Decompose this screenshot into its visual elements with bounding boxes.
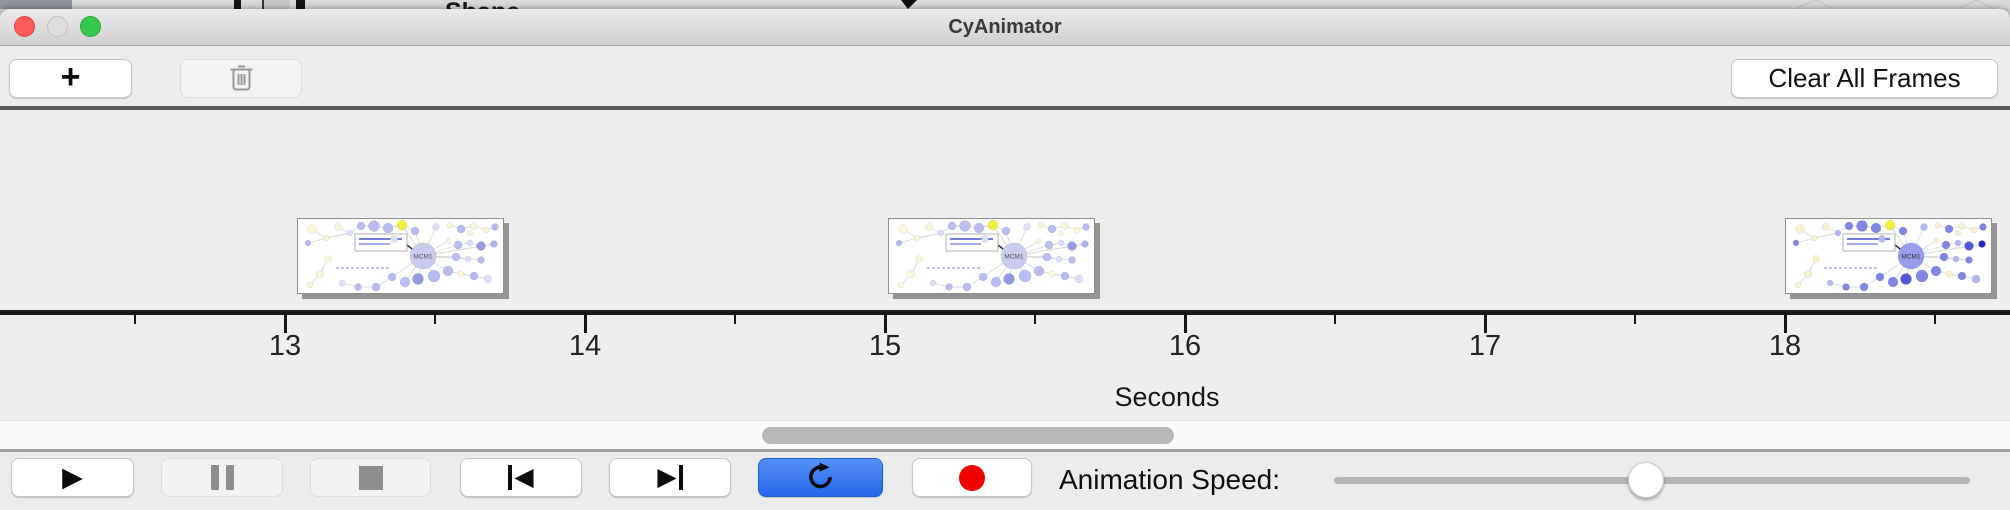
timeline-tick: [1034, 315, 1036, 324]
toolbar-separator: [0, 106, 2010, 110]
background-fragment: [0, 0, 72, 9]
tick-label: 16: [1168, 330, 1202, 362]
stop-icon: [358, 465, 383, 490]
timeline-tick: [1334, 315, 1336, 324]
timeline-tick: [283, 315, 287, 333]
play-icon: ▶: [62, 462, 83, 492]
tick-label: 17: [1468, 330, 1502, 362]
timeline-tick: [734, 315, 736, 324]
clear-all-frames-button[interactable]: Clear All Frames: [1731, 59, 1998, 98]
axis-unit-label: Seconds: [1114, 382, 1220, 412]
pause-button[interactable]: [161, 458, 283, 497]
window-title: CyAnimator: [948, 16, 1062, 38]
frame-thumbnail[interactable]: MCM1: [296, 218, 504, 294]
playback-bar: ▶ ◀ ▶: [0, 452, 2010, 510]
timeline-tick: [434, 315, 436, 324]
cyanimator-window: CyAnimator +: [0, 9, 2010, 510]
background-fragment: [296, 0, 305, 9]
background-fragment: [901, 0, 917, 9]
tick-label: 18: [1768, 330, 1802, 362]
previous-frame-button[interactable]: ◀: [460, 458, 582, 497]
loop-icon: [806, 461, 836, 494]
trash-icon: [228, 63, 255, 95]
zoom-button[interactable]: [80, 16, 101, 37]
tick-label: 12: [0, 330, 25, 363]
timeline-tick: [1634, 315, 1636, 324]
animation-speed-label: Animation Speed:: [1059, 464, 1281, 495]
skip-to-start-icon: ◀: [508, 465, 534, 490]
background-window-title: Shape: [445, 0, 520, 9]
background-fragment: [234, 0, 241, 9]
stop-button[interactable]: [310, 458, 431, 497]
svg-text:MCM1: MCM1: [413, 254, 433, 261]
timeline-panel[interactable]: MCM1 MCM1 MCM1 12 13 14 15 16 17 18 Seconds: [0, 110, 2010, 420]
timeline-tick: [1934, 315, 1936, 324]
timeline-tick: [1483, 315, 1487, 333]
timeline-tick: [134, 315, 136, 324]
panel-divider: [0, 449, 2010, 452]
pause-icon: [207, 465, 237, 490]
timeline-tick: [1183, 315, 1187, 333]
tick-label: 14: [568, 330, 602, 362]
titlebar: CyAnimator: [0, 9, 2010, 46]
plus-icon: +: [60, 58, 81, 96]
background-window-strip: Shape: [0, 0, 2010, 9]
play-button[interactable]: ▶: [11, 458, 134, 497]
frame-thumbnail[interactable]: MCM1: [887, 218, 1095, 294]
delete-frame-button[interactable]: [180, 59, 302, 98]
record-button[interactable]: [912, 458, 1032, 497]
tick-label: 15: [868, 330, 902, 362]
scrollbar-thumb[interactable]: [761, 427, 1174, 444]
timeline-tick: [1783, 315, 1787, 333]
timeline-axis: [0, 310, 2010, 315]
svg-text:MCM1: MCM1: [1901, 254, 1921, 261]
skip-to-end-icon: ▶: [657, 465, 683, 490]
add-frame-button[interactable]: +: [9, 59, 132, 98]
svg-text:MCM1: MCM1: [1004, 254, 1024, 261]
record-icon: [959, 464, 985, 491]
timeline-tick: [883, 315, 887, 333]
next-frame-button[interactable]: ▶: [609, 458, 731, 497]
background-fragment: [262, 0, 290, 9]
timeline-tick: [583, 315, 587, 333]
close-button[interactable]: [14, 16, 35, 37]
tick-label: 13: [268, 330, 302, 362]
loop-button[interactable]: [758, 458, 883, 497]
toolbar: + Clear All Frame: [0, 46, 2010, 106]
frame-thumbnail[interactable]: MCM1: [1784, 218, 1992, 294]
animation-speed-slider-thumb[interactable]: [1627, 462, 1664, 498]
timeline-scrollbar-track[interactable]: [0, 420, 2010, 450]
minimize-button[interactable]: [47, 16, 68, 37]
